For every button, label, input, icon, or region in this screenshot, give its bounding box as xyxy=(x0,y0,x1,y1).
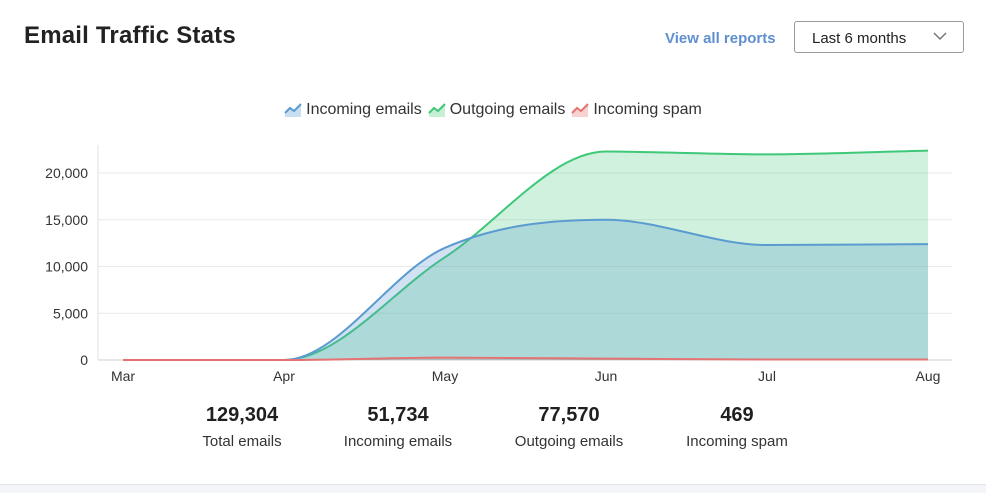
stat-outgoing-value: 77,570 xyxy=(538,404,600,426)
stat-incoming-emails: 51,734 Incoming emails xyxy=(308,403,488,450)
stat-total-value: 129,304 xyxy=(205,404,279,426)
line-spam xyxy=(123,356,929,362)
legend-label-outgoing: Outgoing emails xyxy=(449,101,566,118)
y-tick-label: 15,000 xyxy=(45,212,88,228)
x-tick-label: Aug xyxy=(916,368,941,384)
stat-incoming-value: 51,734 xyxy=(367,404,429,426)
chart-legend: Incoming emails Outgoing emails Incoming… xyxy=(0,99,986,121)
y-tick-label: 20,000 xyxy=(45,165,88,181)
legend-label-incoming: Incoming emails xyxy=(306,101,422,118)
stat-spam-value: 469 xyxy=(720,404,754,426)
x-tick-label: Jun xyxy=(595,368,618,384)
stat-total-label: Total emails xyxy=(202,433,282,450)
view-all-reports-link[interactable]: View all reports xyxy=(665,30,776,47)
date-range-dropdown[interactable]: Last 6 months xyxy=(794,21,964,53)
stat-outgoing-label: Outgoing emails xyxy=(514,433,624,450)
outgoing-series-icon xyxy=(428,103,446,117)
legend-label-spam: Incoming spam xyxy=(593,101,702,118)
email-traffic-chart: 0 5,000 10,000 15,000 20,000 Mar Apr May Jun Jul A… xyxy=(45,145,952,384)
stat-spam-label: Incoming spam xyxy=(686,433,788,450)
y-tick-label: 10,000 xyxy=(45,259,88,275)
y-tick-label: 0 xyxy=(80,352,88,368)
stat-outgoing-emails: 77,570 Outgoing emails xyxy=(479,403,659,450)
chevron-down-icon xyxy=(933,32,947,41)
legend-item-spam[interactable]: Incoming spam xyxy=(571,101,702,119)
legend-item-outgoing[interactable]: Outgoing emails xyxy=(428,101,566,119)
stat-incoming-spam: 469 Incoming spam xyxy=(647,403,827,450)
x-tick-label: Jul xyxy=(758,368,776,384)
x-tick-label: Apr xyxy=(273,368,295,384)
incoming-series-icon xyxy=(284,103,302,117)
y-tick-label: 5,000 xyxy=(53,305,88,321)
area-outgoing xyxy=(123,150,928,360)
area-incoming xyxy=(123,219,928,360)
x-tick-label: Mar xyxy=(111,368,135,384)
stat-total-emails: 129,304 Total emails xyxy=(152,403,332,450)
footer-divider xyxy=(0,484,986,493)
x-tick-label: May xyxy=(432,368,458,384)
page-title: Email Traffic Stats xyxy=(24,22,236,49)
stat-incoming-label: Incoming emails xyxy=(343,433,453,450)
spam-series-icon xyxy=(571,103,590,117)
date-range-value: Last 6 months xyxy=(812,30,907,47)
legend-item-incoming[interactable]: Incoming emails xyxy=(284,101,422,119)
